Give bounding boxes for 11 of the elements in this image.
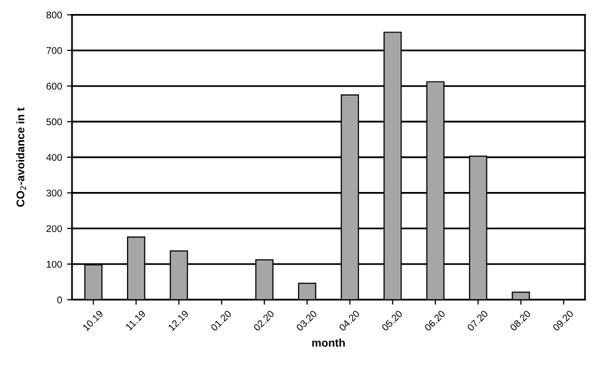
x-axis-title: month [312,338,345,347]
y-axis-title: CO$_{2}$-avoidance in t [16,108,26,207]
y-tick-label: 0 [57,296,62,304]
y-tick-label: 200 [46,225,62,232]
y-tick-label: 600 [46,82,62,90]
y-tick-label: 100 [46,260,62,268]
y-tick-label: 700 [46,47,62,54]
y-tick-label: 500 [46,118,62,126]
y-tick-label: 800 [46,12,62,18]
y-tick-label: 400 [46,154,62,161]
y-tick-label: 300 [46,190,62,196]
